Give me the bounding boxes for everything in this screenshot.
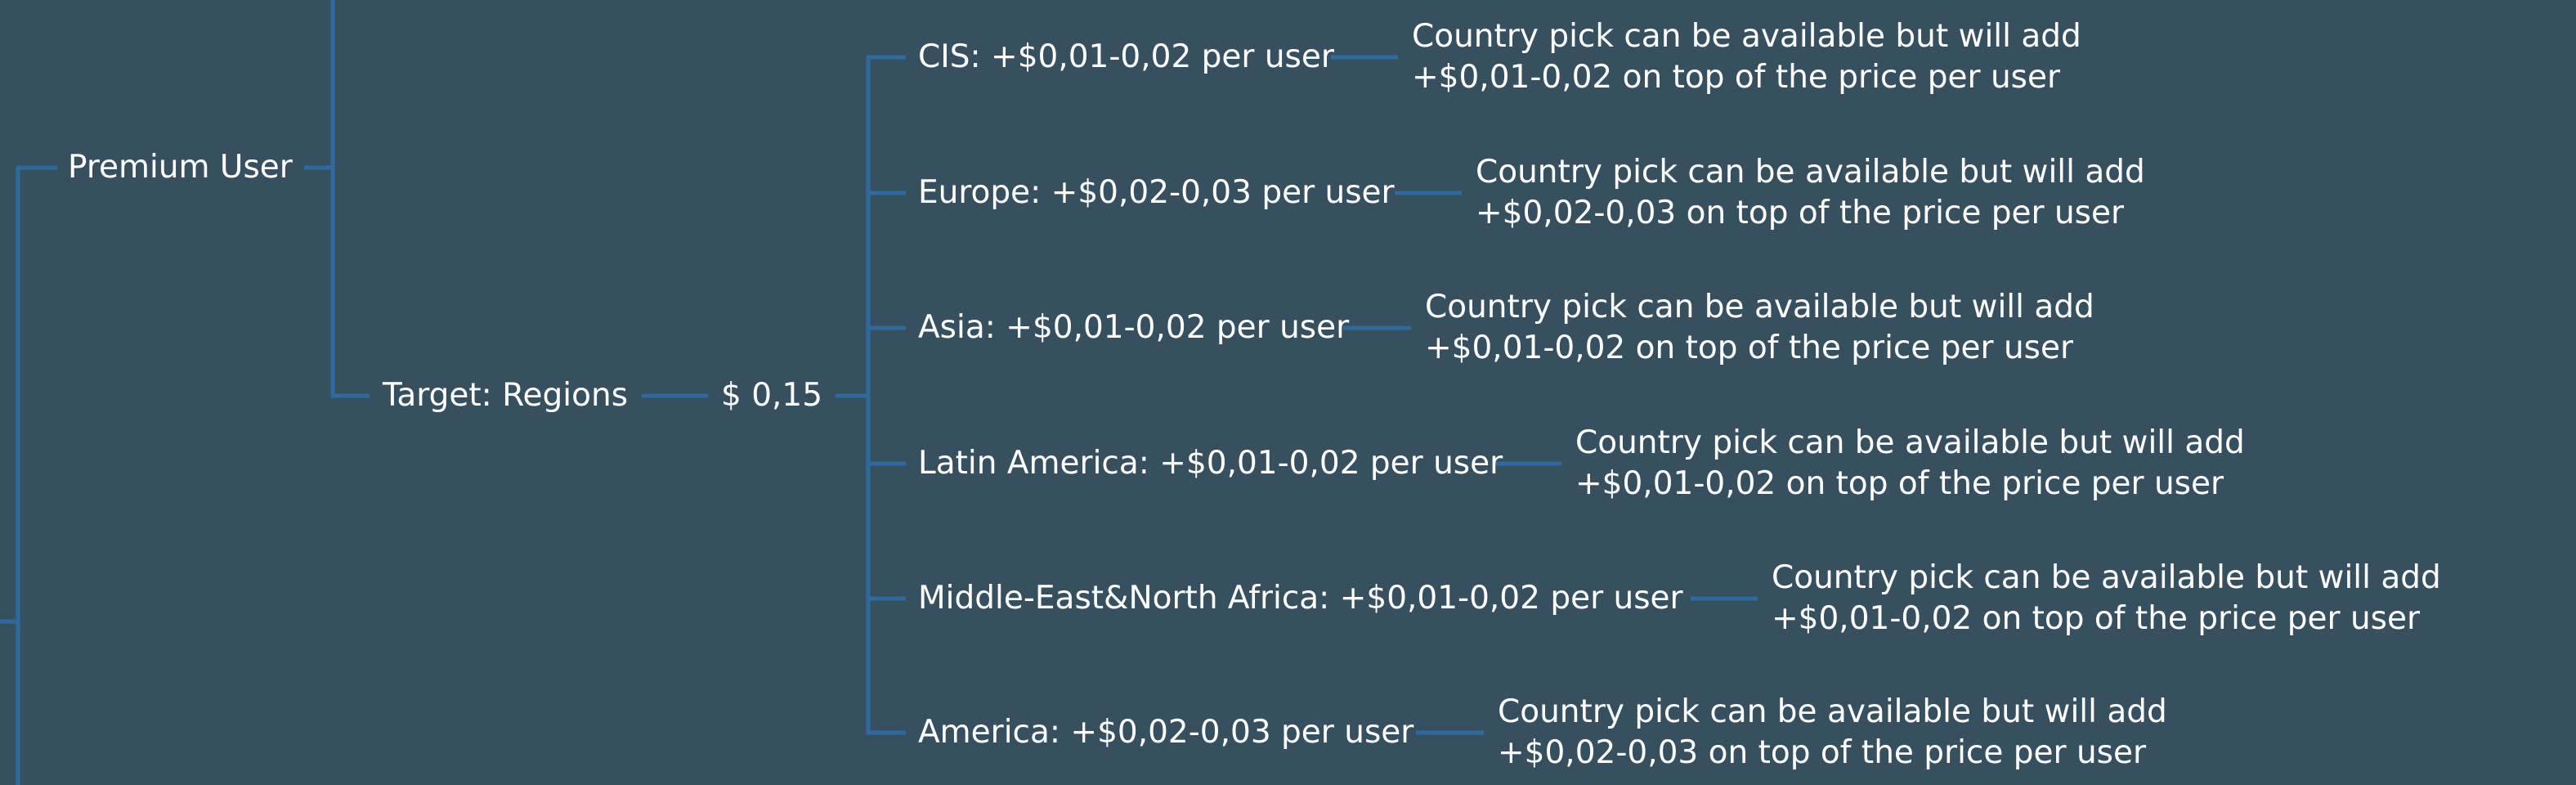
note-mena-line1: Country pick can be available but will a… — [1772, 559, 2441, 596]
node-price[interactable]: $ 0,15 — [721, 377, 823, 414]
node-region-mena[interactable]: Middle-East&North Africa: +$0,01-0,02 pe… — [918, 580, 1683, 617]
node-region-america[interactable]: America: +$0,02-0,03 per user — [918, 714, 1414, 751]
note-america-line1: Country pick can be available but will a… — [1498, 693, 2167, 730]
node-region-latam[interactable]: Latin America: +$0,01-0,02 per user — [918, 445, 1503, 482]
note-latam[interactable]: Country pick can be available but will a… — [1575, 423, 2245, 505]
note-cis[interactable]: Country pick can be available but will a… — [1412, 16, 2081, 98]
note-america[interactable]: Country pick can be available but will a… — [1498, 692, 2167, 774]
note-cis-line2: +$0,01-0,02 on top of the price per user — [1412, 59, 2061, 96]
note-mena[interactable]: Country pick can be available but will a… — [1772, 558, 2441, 639]
note-europe[interactable]: Country pick can be available but will a… — [1476, 152, 2145, 234]
note-latam-line2: +$0,01-0,02 on top of the price per user — [1575, 465, 2224, 502]
node-region-asia[interactable]: Asia: +$0,01-0,02 per user — [918, 309, 1350, 346]
note-latam-line1: Country pick can be available but will a… — [1575, 424, 2245, 461]
note-asia-line1: Country pick can be available but will a… — [1425, 289, 2094, 325]
note-america-line2: +$0,02-0,03 on top of the price per user — [1498, 734, 2147, 771]
node-target-regions[interactable]: Target: Regions — [383, 377, 629, 414]
node-region-cis[interactable]: CIS: +$0,01-0,02 per user — [918, 38, 1334, 75]
note-europe-line1: Country pick can be available but will a… — [1476, 154, 2145, 191]
note-asia[interactable]: Country pick can be available but will a… — [1425, 287, 2094, 369]
node-region-europe[interactable]: Europe: +$0,02-0,03 per user — [918, 174, 1395, 211]
note-cis-line1: Country pick can be available but will a… — [1412, 18, 2081, 55]
node-premium-user[interactable]: Premium User — [68, 149, 293, 186]
note-mena-line2: +$0,01-0,02 on top of the price per user — [1772, 600, 2421, 637]
note-europe-line2: +$0,02-0,03 on top of the price per user — [1476, 195, 2125, 231]
note-asia-line2: +$0,01-0,02 on top of the price per user — [1425, 330, 2074, 366]
